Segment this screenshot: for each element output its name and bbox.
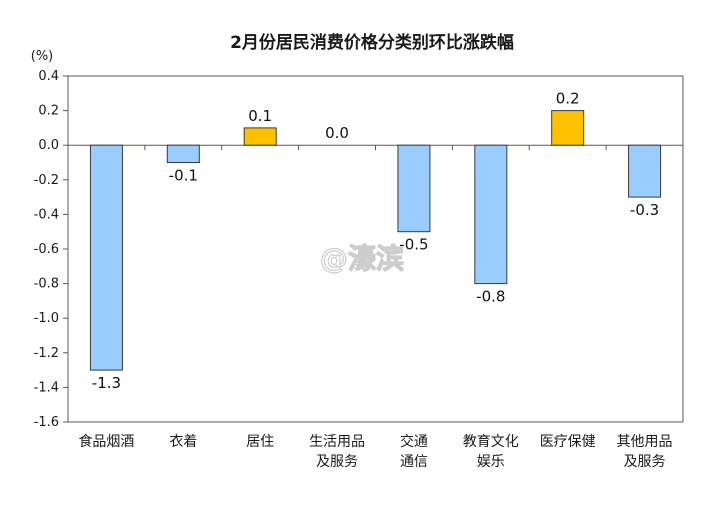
y-tick-label: -1.4 [34,380,59,395]
y-axis-unit-label: (%) [31,49,54,64]
x-tick-label: 通信 [400,454,428,470]
y-tick-label: -1.2 [34,346,59,361]
y-tick-label: -0.8 [34,277,59,292]
data-label: -0.3 [630,201,659,219]
x-tick-label: 医疗保健 [540,434,596,450]
x-tick-label: 教育文化 [463,434,519,450]
data-label: 0.2 [556,90,580,108]
bar [474,144,508,285]
x-tick-label: 交通 [400,433,428,450]
data-label: -0.1 [169,167,198,185]
y-tick-label: 0.4 [38,69,59,84]
bar [551,110,585,146]
data-label: 0.1 [248,107,272,125]
bar [243,127,277,146]
plot-area: 0.4 0.2 0.0 -0.2 -0.4 -0.6 -0.8 -1.0 -1.2 -1.4 -1.… [34,69,684,470]
y-tick-label: -0.2 [34,173,59,188]
x-tick-label: 及服务 [624,454,666,470]
x-tick-label: 其他用品 [617,434,673,450]
data-label: -0.5 [399,236,428,254]
data-label: -0.8 [476,288,505,306]
data-label: 0.0 [325,124,349,142]
x-tick-label: 食品烟酒 [78,433,134,450]
watermark-text: @濠滨 [320,242,404,275]
bar [397,144,431,233]
bar [166,144,200,163]
y-tick-label: -1.0 [34,311,59,326]
y-tick-label: 0.0 [38,138,59,153]
x-tick-label: 衣着 [169,434,197,450]
y-tick-label: -0.6 [34,242,59,257]
chart-title: 2月份居民消费价格分类别环比涨跌幅 [230,32,514,53]
bar [628,144,662,198]
y-tick-label: 0.2 [38,104,59,119]
x-tick-label: 生活用品 [309,434,365,450]
x-tick-label: 居住 [246,434,274,450]
x-tick-label: 娱乐 [477,454,505,470]
y-tick-label: -1.6 [34,415,59,430]
x-tick-label: 及服务 [316,454,358,470]
y-tick-label: -0.4 [34,207,59,222]
bar [89,144,123,371]
data-label: -1.3 [92,374,121,392]
